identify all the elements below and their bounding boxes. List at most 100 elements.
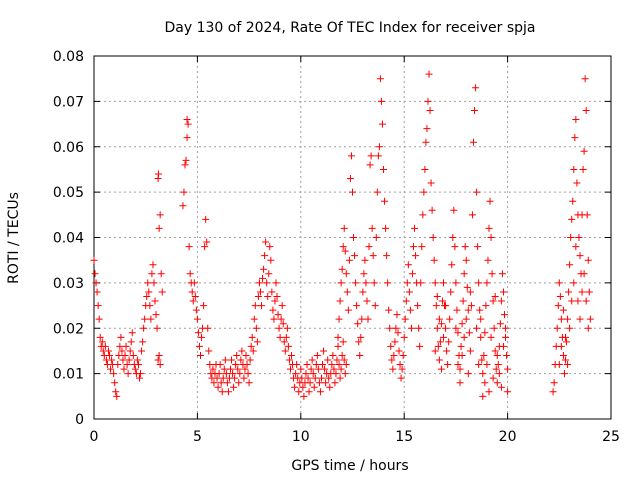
data-point — [210, 379, 218, 387]
data-point — [443, 347, 451, 355]
data-point — [566, 324, 574, 332]
data-point — [264, 292, 272, 300]
data-point — [194, 329, 202, 337]
data-point — [499, 288, 507, 296]
data-point — [127, 338, 135, 346]
data-point — [464, 306, 472, 314]
data-point — [364, 315, 372, 323]
data-point — [476, 306, 484, 314]
data-point — [477, 333, 485, 341]
data-point — [576, 252, 584, 260]
data-point — [266, 243, 274, 251]
data-point — [278, 302, 286, 310]
data-point — [329, 351, 337, 359]
data-point — [365, 243, 373, 251]
data-point — [357, 333, 365, 341]
data-point — [497, 297, 505, 305]
data-point — [479, 392, 487, 400]
data-point — [362, 279, 370, 287]
data-point — [150, 279, 158, 287]
data-point — [489, 374, 497, 382]
data-point — [462, 315, 470, 323]
data-point — [437, 365, 445, 373]
data-point — [498, 270, 506, 278]
data-point — [432, 302, 440, 310]
data-point — [564, 315, 572, 323]
data-point — [451, 243, 459, 251]
grid-lines — [94, 56, 611, 419]
y-axis-label: ROTI / TECUs — [6, 192, 22, 284]
data-point — [269, 306, 277, 314]
data-point — [557, 342, 565, 350]
data-point — [154, 356, 162, 364]
data-point — [495, 370, 503, 378]
data-point — [562, 356, 570, 364]
data-point — [120, 365, 128, 373]
data-point — [578, 288, 586, 296]
data-point — [96, 333, 104, 341]
data-point — [378, 120, 386, 128]
data-point — [568, 297, 576, 305]
data-point — [293, 361, 301, 369]
data-point — [381, 197, 389, 205]
data-point — [234, 365, 242, 373]
data-point — [487, 234, 495, 241]
data-point — [282, 333, 290, 341]
data-point — [291, 383, 299, 391]
data-point — [431, 279, 439, 287]
data-point — [90, 256, 98, 264]
data-point — [267, 256, 275, 264]
data-point — [297, 365, 305, 373]
data-point — [286, 365, 294, 373]
data-point — [326, 383, 334, 391]
data-point — [226, 365, 234, 373]
data-point — [270, 315, 278, 323]
data-point — [437, 320, 445, 328]
data-point — [486, 197, 494, 205]
data-point — [387, 342, 395, 350]
data-point — [197, 351, 205, 359]
data-point — [111, 379, 119, 387]
data-point — [442, 302, 450, 310]
data-point — [450, 206, 458, 214]
data-point — [101, 342, 109, 350]
data-point — [133, 356, 141, 364]
data-point — [559, 306, 567, 314]
data-point — [340, 224, 348, 232]
data-point — [126, 347, 134, 355]
data-point — [456, 379, 464, 387]
data-point — [342, 270, 350, 278]
data-point — [491, 292, 499, 300]
data-point — [566, 261, 574, 269]
data-point — [452, 324, 460, 332]
data-point — [315, 379, 323, 387]
data-point — [341, 247, 349, 255]
y-tick-label: 0.06 — [53, 140, 84, 156]
data-point — [268, 288, 276, 296]
data-point — [430, 256, 438, 264]
data-point — [156, 211, 164, 219]
data-point — [384, 279, 392, 287]
data-point — [336, 297, 344, 305]
data-point — [148, 270, 156, 278]
data-point — [367, 152, 375, 160]
data-point — [483, 361, 491, 369]
data-point — [473, 324, 481, 332]
data-point — [426, 106, 434, 114]
data-point — [572, 243, 580, 251]
data-point — [333, 356, 341, 364]
data-point — [306, 379, 314, 387]
data-point — [415, 324, 423, 332]
data-point — [489, 297, 497, 305]
data-point — [400, 333, 408, 341]
data-point — [336, 374, 344, 382]
data-point — [230, 383, 238, 391]
data-point — [463, 283, 471, 291]
data-point — [403, 279, 411, 287]
data-point — [116, 342, 124, 350]
data-point — [303, 361, 311, 369]
data-point — [477, 315, 485, 323]
data-point — [567, 234, 575, 241]
data-point — [263, 279, 271, 287]
